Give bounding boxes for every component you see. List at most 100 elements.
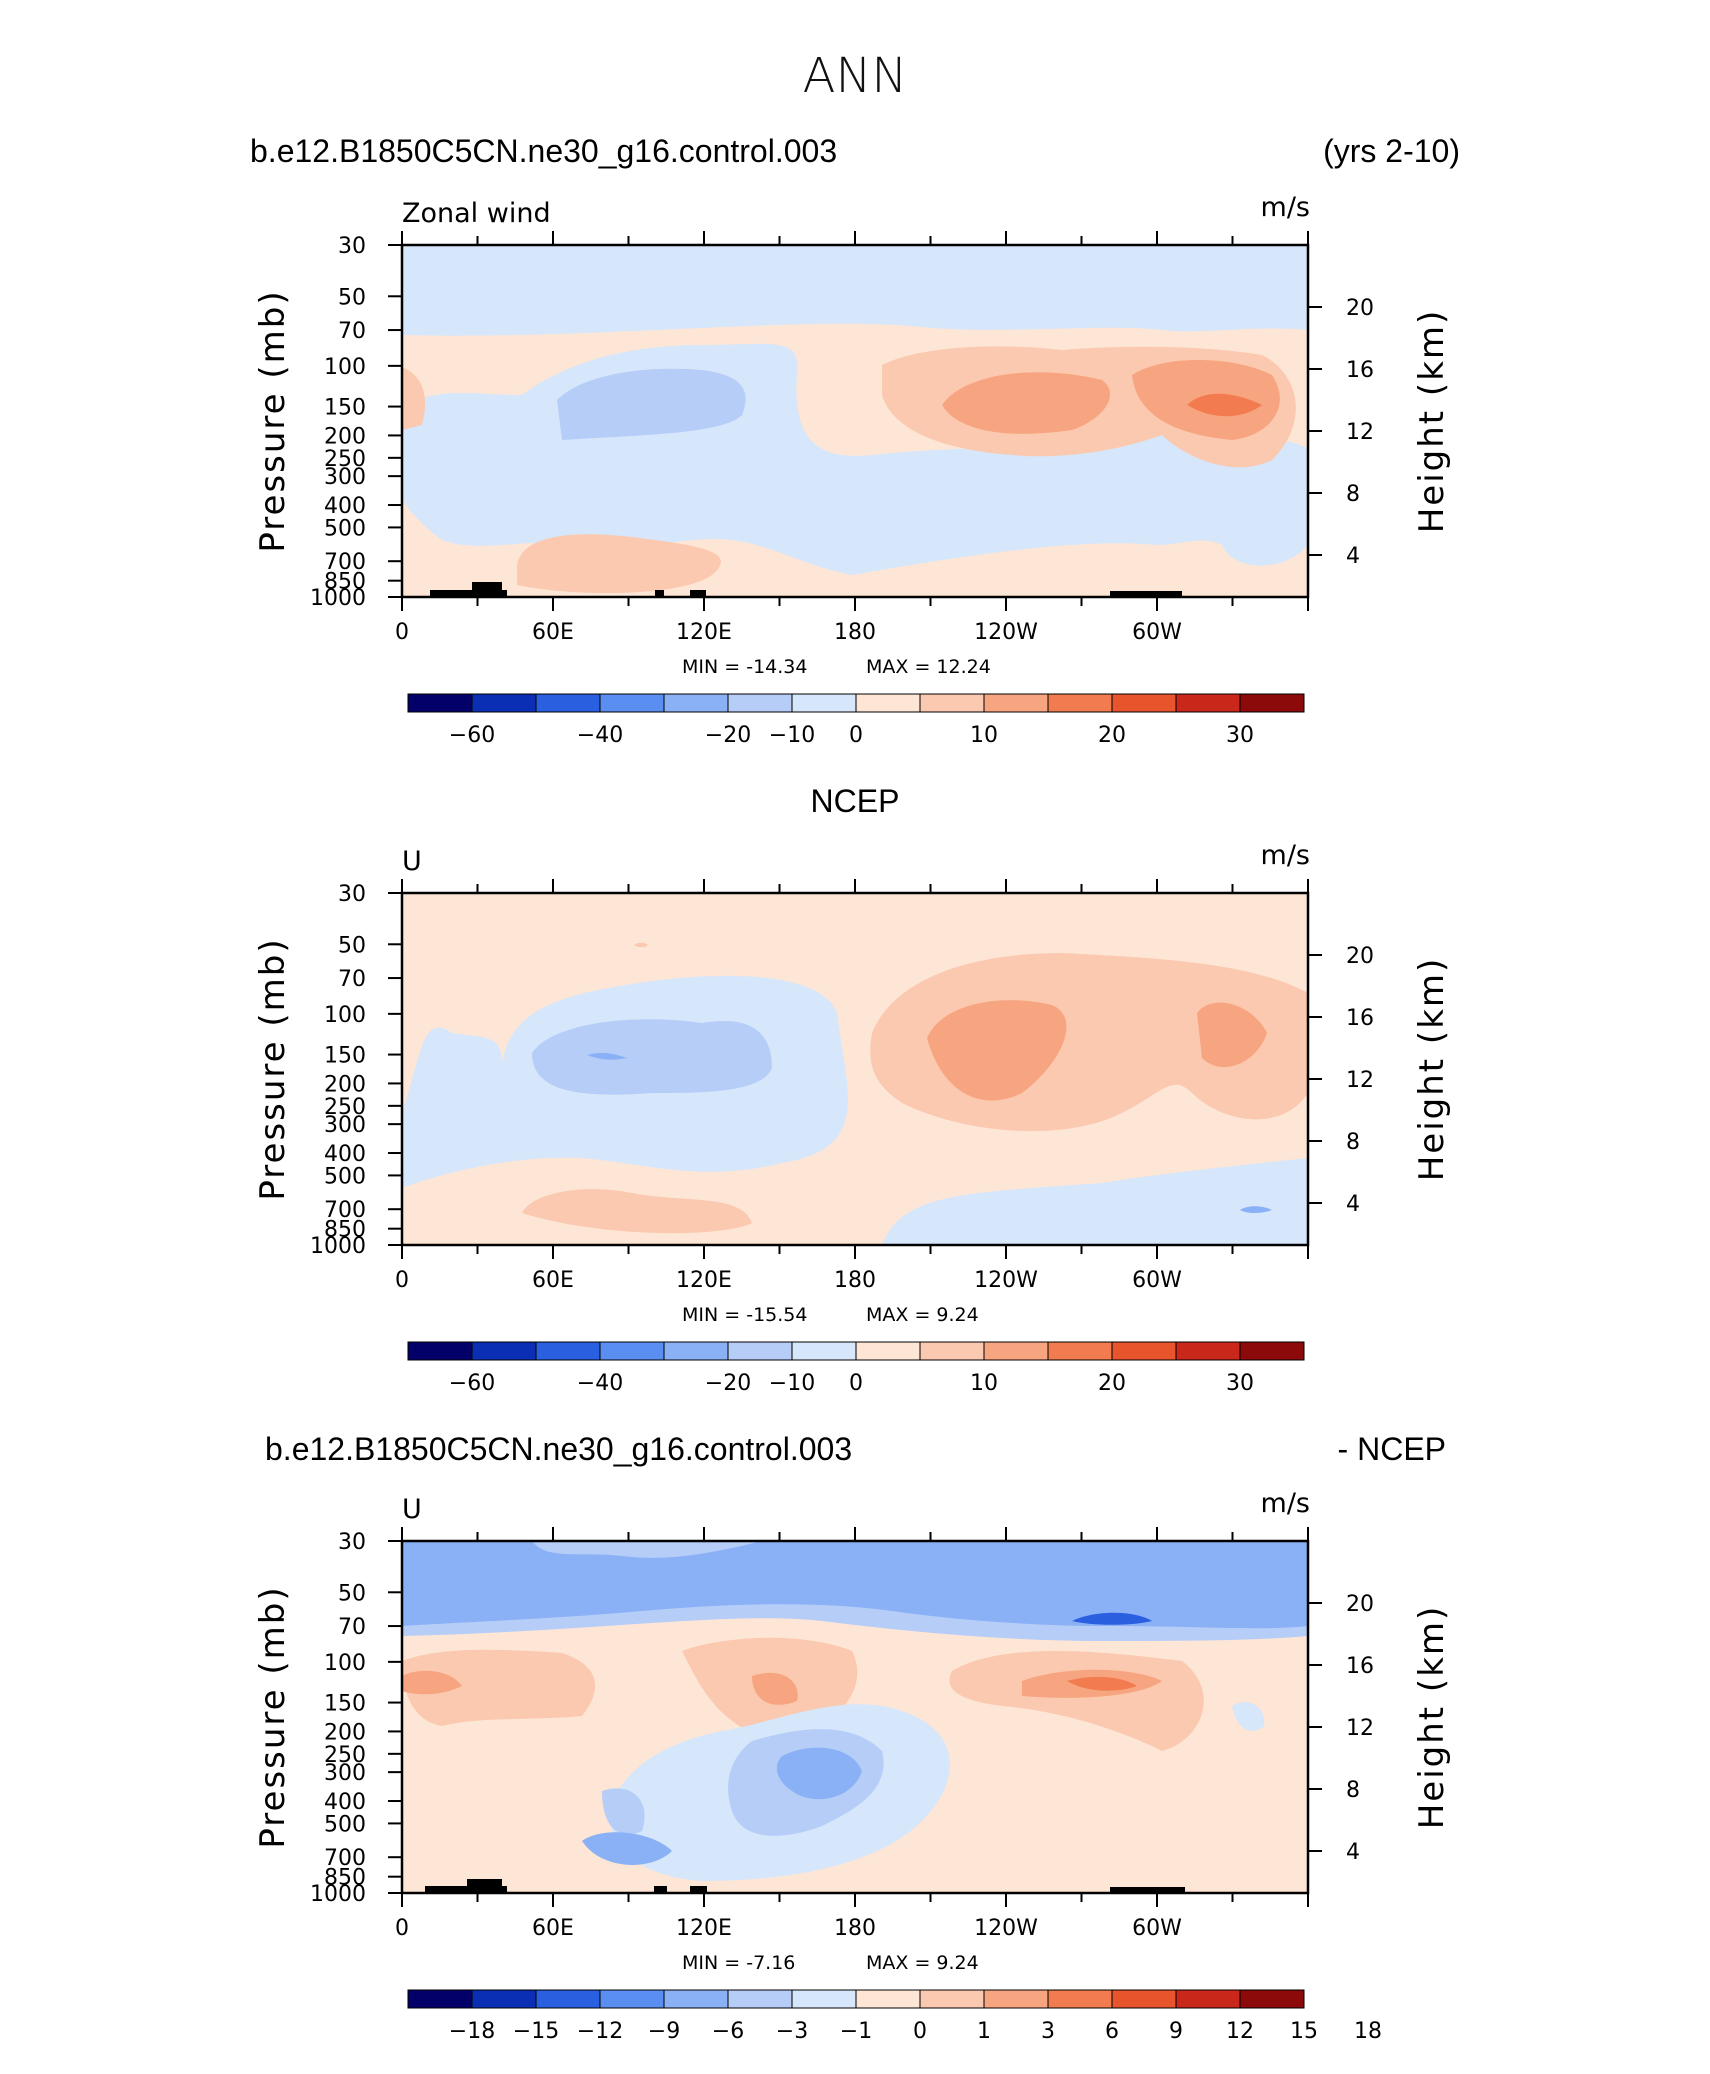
y-tick-label: 250 bbox=[324, 1095, 366, 1120]
y-tick-label: 50 bbox=[338, 933, 366, 958]
contour-positive-dot bbox=[634, 942, 648, 948]
y-tick-label: 1000 bbox=[310, 586, 366, 611]
x-tick-label: 180 bbox=[834, 1916, 876, 1941]
colorbar-swatch bbox=[1175, 1989, 1241, 2009]
y-tick-label: 200 bbox=[324, 1072, 366, 1097]
colorbar-label: 0 bbox=[913, 2019, 927, 2044]
colorbar-label: 30 bbox=[1226, 723, 1254, 748]
x-tick-label: 180 bbox=[834, 1268, 876, 1293]
y-tick-label: 100 bbox=[324, 355, 366, 380]
height-tick-label: 20 bbox=[1346, 944, 1374, 969]
height-tick-label: 20 bbox=[1346, 296, 1374, 321]
contour-positive-left-edge bbox=[402, 367, 426, 430]
x-tick-label: 60E bbox=[532, 620, 574, 645]
colorbar-swatch bbox=[1175, 693, 1241, 713]
height-tick-label: 12 bbox=[1346, 420, 1374, 445]
x-tick-label: 120W bbox=[974, 620, 1038, 645]
colorbar-label: 15 bbox=[1290, 2019, 1318, 2044]
y-tick-label: 300 bbox=[324, 465, 366, 490]
contour-positive-max bbox=[1187, 393, 1262, 417]
panel-diff-label-right: m/s bbox=[1261, 1488, 1310, 1519]
contour-positive-core-a bbox=[927, 1000, 1067, 1101]
panel-model: b.e12.B1850C5CN.ne30_g16.control.003 (yr… bbox=[250, 133, 1460, 748]
height-tick-label: 12 bbox=[1346, 1716, 1374, 1741]
panel-ncep-colorbar: −60 −40 −20 −10 0 10 20 30 bbox=[407, 1341, 1305, 1396]
contour-positive-lower bbox=[517, 534, 721, 594]
height-tick-label: 4 bbox=[1346, 544, 1360, 569]
colorbar-label: −40 bbox=[577, 1371, 623, 1396]
colorbar-label: 6 bbox=[1105, 2019, 1119, 2044]
height-tick-label: 16 bbox=[1346, 1006, 1374, 1031]
x-tick-label: 60E bbox=[532, 1916, 574, 1941]
contour-positive-core-a bbox=[942, 372, 1111, 434]
x-tick-label: 120E bbox=[676, 620, 732, 645]
y-tick-label: 850 bbox=[324, 570, 366, 595]
panel-diff-min-label: MIN = -7.16 bbox=[682, 1952, 795, 1974]
colorbar-swatch bbox=[535, 693, 601, 713]
panel-ncep-title: NCEP bbox=[811, 783, 900, 819]
y-tick-label: 150 bbox=[324, 1692, 366, 1717]
height-tick-label: 20 bbox=[1346, 1592, 1374, 1617]
colorbar-swatch bbox=[919, 693, 985, 713]
x-tick-label: 120E bbox=[676, 1916, 732, 1941]
contour-negative-pacific-min bbox=[582, 1747, 862, 1865]
colorbar-label: −12 bbox=[577, 2019, 623, 2044]
colorbar-swatch bbox=[599, 1989, 665, 2009]
y-tick-label: 400 bbox=[324, 1142, 366, 1167]
x-tick-label: 0 bbox=[395, 620, 409, 645]
y-tick-label: 100 bbox=[324, 1003, 366, 1028]
x-tick-label: 60W bbox=[1132, 1916, 1182, 1941]
y-tick-label: 30 bbox=[338, 882, 366, 907]
contour-positive-upper-core bbox=[402, 1669, 1162, 1705]
contour-positive-upper-max bbox=[1067, 1676, 1137, 1691]
height-tick-label: 8 bbox=[1346, 1130, 1360, 1155]
colorbar-label: −18 bbox=[449, 2019, 495, 2044]
colorbar-swatch bbox=[727, 693, 793, 713]
y-axis-title: Pressure (mb) bbox=[253, 1585, 293, 1848]
colorbar-swatch bbox=[855, 1341, 921, 1361]
y-tick-label: 500 bbox=[324, 1164, 366, 1189]
colorbar-swatch bbox=[407, 1989, 473, 2009]
colorbar-label: 3 bbox=[1041, 2019, 1055, 2044]
colorbar-swatch bbox=[1047, 1989, 1113, 2009]
y-tick-label: 70 bbox=[338, 319, 366, 344]
colorbar-label: −10 bbox=[769, 723, 815, 748]
panel-ncep-min-label: MIN = -15.54 bbox=[682, 1304, 807, 1326]
panel-model-title-right: (yrs 2-10) bbox=[1323, 133, 1460, 169]
colorbar-swatch bbox=[535, 1341, 601, 1361]
colorbar-label: −40 bbox=[577, 723, 623, 748]
panel-ncep-label-left: U bbox=[402, 846, 422, 877]
panel-model-colorbar: −60 −40 −20 −10 0 10 20 30 bbox=[407, 693, 1305, 748]
colorbar-swatch bbox=[663, 693, 729, 713]
colorbar-label: −1 bbox=[840, 2019, 872, 2044]
colorbar-swatch bbox=[727, 1989, 793, 2009]
contour-positive-lower bbox=[522, 1189, 752, 1234]
panel-diff-field bbox=[400, 1539, 1310, 1895]
contour-positive-upper bbox=[402, 1637, 1204, 1751]
colorbar-label: −15 bbox=[513, 2019, 559, 2044]
colorbar-label: 0 bbox=[849, 723, 863, 748]
colorbar-swatch bbox=[791, 1989, 857, 2009]
y-tick-label: 250 bbox=[324, 447, 366, 472]
height-tick-label: 8 bbox=[1346, 1778, 1360, 1803]
panel-diff-label-left: U bbox=[402, 1494, 422, 1525]
panel-ncep: NCEP U m/s 30507010015020025030040050070… bbox=[253, 783, 1452, 1396]
colorbar-swatch bbox=[407, 1341, 473, 1361]
y-tick-label: 50 bbox=[338, 1581, 366, 1606]
colorbar-swatch bbox=[855, 693, 921, 713]
panel-model-min-label: MIN = -14.34 bbox=[682, 656, 807, 678]
panel-diff-colorbar: −18 −15 −12 −9 −6 −3 −1 0 1 3 6 9 12 15 18 bbox=[407, 1989, 1382, 2044]
colorbar-swatch bbox=[471, 1989, 537, 2009]
y-tick-label: 700 bbox=[324, 1198, 366, 1223]
colorbar-label: −20 bbox=[705, 723, 751, 748]
colorbar-label: 30 bbox=[1226, 1371, 1254, 1396]
y-tick-label: 500 bbox=[324, 516, 366, 541]
colorbar-label: −9 bbox=[648, 2019, 680, 2044]
x-tick-label: 0 bbox=[395, 1916, 409, 1941]
topography-mask bbox=[430, 582, 1182, 597]
colorbar-swatch bbox=[919, 1341, 985, 1361]
contour-negative-dot bbox=[1240, 1206, 1272, 1213]
